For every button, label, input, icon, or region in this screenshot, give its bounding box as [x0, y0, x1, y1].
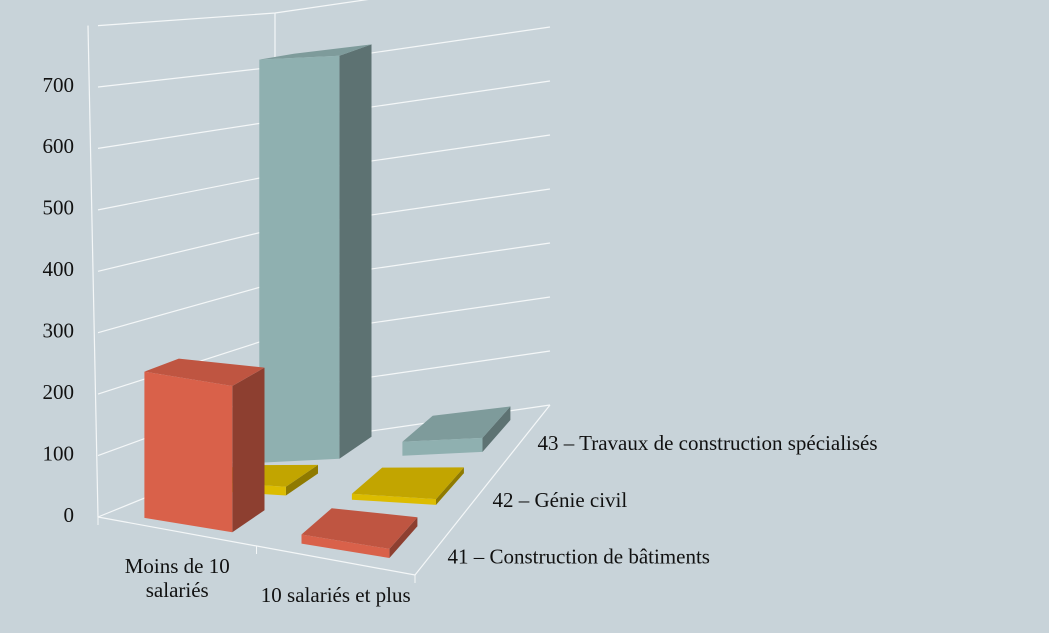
bar-front	[259, 55, 340, 463]
bar	[301, 508, 418, 558]
bar-side	[436, 467, 464, 505]
legend-label: 43 – Travaux de construction spécialisés	[538, 431, 878, 455]
top-edge	[97, 0, 369, 27]
bar-top	[144, 358, 265, 386]
x-tick-label: Moins de 10 salariés	[124, 553, 230, 602]
bar	[351, 467, 464, 505]
bar-top	[351, 467, 464, 500]
x-tick-label: 10 salariés et plus	[260, 582, 411, 607]
bar	[402, 406, 511, 456]
bar-side	[285, 464, 318, 496]
y-tick-label: 300	[43, 319, 75, 343]
bar-top	[301, 508, 418, 549]
bar-side	[232, 367, 265, 533]
bar-top	[259, 44, 372, 60]
bar-front	[144, 371, 233, 533]
y-tick-label: 100	[43, 441, 75, 465]
bar-front	[351, 493, 436, 505]
bar-side	[482, 406, 511, 452]
bar-front	[301, 534, 390, 558]
y-tick-label: 600	[43, 134, 75, 158]
bar-side	[389, 517, 418, 558]
bar-top	[402, 406, 511, 442]
bar	[144, 358, 265, 533]
y-tick-label: 400	[43, 257, 75, 281]
legend-label: 41 – Construction de bâtiments	[448, 544, 710, 568]
bar-side	[339, 44, 372, 459]
y-tick-label: 0	[64, 503, 75, 527]
legend-label: 42 – Génie civil	[493, 488, 628, 512]
y-axis	[87, 25, 99, 518]
bar	[259, 44, 372, 463]
y-tick-label: 200	[43, 380, 75, 404]
y-tick-label: 500	[43, 196, 75, 220]
bar-front	[402, 437, 483, 456]
y-tick-label: 700	[43, 73, 75, 97]
